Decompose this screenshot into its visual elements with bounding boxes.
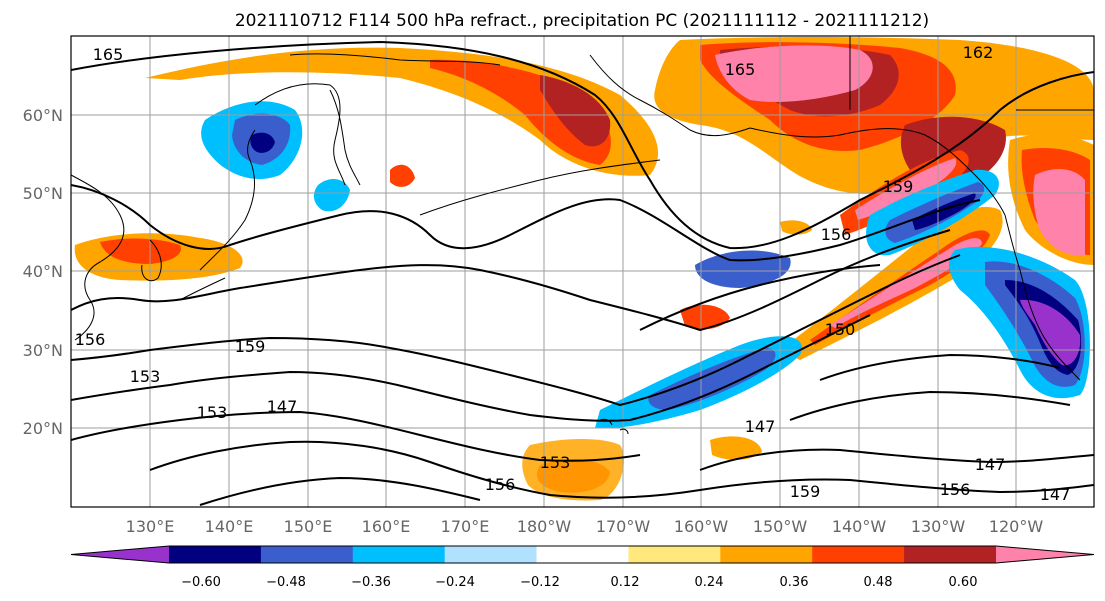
- shade-neg-sw-us-purple: [1020, 299, 1081, 366]
- svg-text:120°W: 120°W: [989, 517, 1044, 536]
- svg-text:160°W: 160°W: [674, 517, 729, 536]
- colorbar-extend-low: [71, 546, 169, 563]
- svg-text:50°N: 50°N: [23, 184, 63, 203]
- coast-canada-border: [849, 36, 1094, 111]
- svg-text:153: 153: [540, 453, 571, 472]
- shade-pos-south-orange: [522, 438, 624, 501]
- colorbar-outline: [70, 545, 1095, 564]
- colorbar-segment: [628, 546, 721, 563]
- colorbar-segment: [812, 546, 905, 563]
- lon-labels: 130°E 140°E 150°E 160°E 170°E 180°W 170°…: [126, 517, 1044, 536]
- svg-text:156: 156: [485, 475, 516, 494]
- svg-text:165: 165: [725, 60, 756, 79]
- coast-kamchatka: [329, 89, 361, 186]
- shade-neg-midpac: [695, 250, 791, 288]
- coast-bc: [1004, 214, 1081, 381]
- colorbar-segment: [169, 546, 262, 563]
- shade-neg-kamchatka: [313, 178, 350, 212]
- svg-text:180°W: 180°W: [517, 517, 572, 536]
- svg-text:147: 147: [975, 455, 1006, 474]
- graticule: [71, 36, 1094, 507]
- svg-text:0.24: 0.24: [695, 575, 724, 590]
- svg-text:140°W: 140°W: [832, 517, 887, 536]
- shade-diag2-pink: [855, 158, 957, 220]
- svg-text:147: 147: [745, 417, 776, 436]
- shade-pos-cent2: [710, 436, 762, 460]
- shade-neg-japan-sea-navy: [250, 132, 275, 153]
- svg-text:153: 153: [130, 367, 161, 386]
- shade-neg-ne-pacific-navy: [912, 193, 976, 230]
- contour-labels: 165 165 162 159 156 156 159 153 153 147 …: [75, 43, 1071, 504]
- svg-text:40°N: 40°N: [23, 262, 63, 281]
- refract-contours: [71, 40, 1094, 506]
- svg-text:150°W: 150°W: [753, 517, 808, 536]
- svg-text:−0.12: −0.12: [520, 575, 560, 590]
- svg-text:156: 156: [821, 225, 852, 244]
- colorbar-segment: [444, 546, 538, 563]
- coast-alaska-south: [749, 127, 1006, 216]
- shade-pos-cent3: [390, 164, 415, 187]
- svg-text:147: 147: [267, 397, 298, 416]
- svg-text:156: 156: [75, 330, 106, 349]
- shade-alaska-pink: [715, 45, 873, 102]
- colorbar-extend-high: [996, 546, 1094, 563]
- svg-text:130°W: 130°W: [911, 517, 966, 536]
- shade-pos-cent: [680, 304, 730, 330]
- svg-text:153: 153: [197, 403, 228, 422]
- colorbar-ticks: −0.60 −0.48 −0.36 −0.24 −0.12 0.12 0.24 …: [181, 575, 977, 590]
- svg-text:−0.24: −0.24: [435, 575, 475, 590]
- svg-text:−0.48: −0.48: [266, 575, 306, 590]
- coast-siberia: [289, 53, 501, 66]
- colorbar-segment: [904, 546, 997, 563]
- svg-text:160°E: 160°E: [362, 517, 411, 536]
- svg-text:0.48: 0.48: [864, 575, 893, 590]
- svg-text:0.60: 0.60: [949, 575, 978, 590]
- svg-text:170°E: 170°E: [441, 517, 490, 536]
- svg-text:130°E: 130°E: [126, 517, 175, 536]
- svg-text:156: 156: [940, 480, 971, 499]
- colorbar-segment: [720, 546, 813, 563]
- svg-text:150: 150: [825, 320, 856, 339]
- svg-text:30°N: 30°N: [23, 341, 63, 360]
- shade-neg-hawaii-blue: [648, 348, 776, 410]
- coast-asia: [71, 174, 125, 341]
- svg-text:159: 159: [235, 337, 266, 356]
- lat-labels: 60°N 50°N 40°N 30°N 20°N: [23, 106, 63, 438]
- coast-alaska-west: [589, 54, 751, 137]
- svg-text:150°E: 150°E: [284, 517, 333, 536]
- svg-text:162: 162: [963, 43, 994, 62]
- svg-text:170°W: 170°W: [596, 517, 651, 536]
- svg-text:147: 147: [1040, 485, 1071, 504]
- svg-text:0.12: 0.12: [611, 575, 640, 590]
- svg-text:60°N: 60°N: [23, 106, 63, 125]
- svg-text:−0.36: −0.36: [351, 575, 391, 590]
- svg-text:140°E: 140°E: [205, 517, 254, 536]
- svg-text:159: 159: [883, 177, 914, 196]
- coast-korea: [141, 239, 162, 282]
- colorbar: [70, 545, 1095, 564]
- map-panel: 165 165 162 159 156 156 159 153 153 147 …: [71, 36, 1094, 507]
- shade-north-darkred: [540, 75, 611, 147]
- svg-text:20°N: 20°N: [23, 419, 63, 438]
- colorbar-segment: [352, 546, 446, 563]
- svg-text:159: 159: [790, 482, 821, 501]
- svg-text:−0.60: −0.60: [181, 575, 221, 590]
- coast-aleutians: [419, 159, 661, 216]
- svg-text:165: 165: [93, 45, 124, 64]
- coast-okhotsk: [254, 83, 346, 186]
- colorbar-segment: [260, 546, 354, 563]
- svg-text:0.36: 0.36: [780, 575, 809, 590]
- map-frame: [70, 35, 1095, 508]
- shade-westcoast-pink: [1033, 168, 1085, 256]
- colorbar-segment: [536, 546, 629, 563]
- map-title: 2021110712 F114 500 hPa refract., precip…: [235, 11, 929, 31]
